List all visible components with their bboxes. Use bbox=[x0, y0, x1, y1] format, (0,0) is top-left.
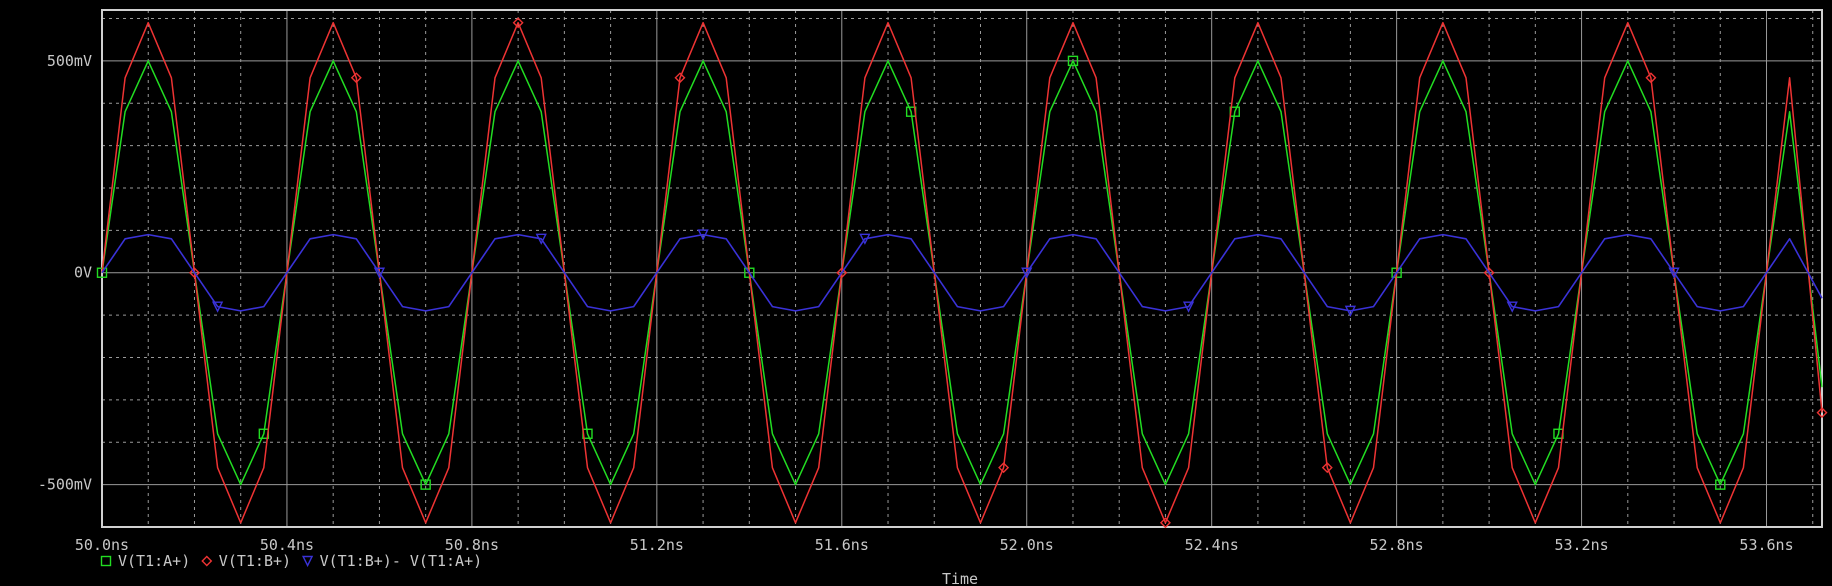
data-point bbox=[697, 229, 709, 241]
series-2 bbox=[101, 17, 1828, 529]
data-point bbox=[1344, 305, 1357, 317]
data-point bbox=[1483, 267, 1495, 279]
data-point bbox=[1159, 517, 1171, 529]
series-3 bbox=[101, 229, 1823, 317]
axis-ticks: 50.0ns 50.4ns 50.8ns 51.2ns 51.6ns 52.0ns 52.4… bbox=[38, 52, 1794, 554]
data-point bbox=[1668, 267, 1680, 279]
plot-frame bbox=[101, 9, 1823, 528]
data-point bbox=[1506, 301, 1518, 313]
x-tick-label: 52.0ns bbox=[1000, 536, 1054, 554]
x-tick-label: 51.2ns bbox=[630, 536, 684, 554]
data-point bbox=[420, 479, 431, 490]
legend-marker-2 bbox=[201, 555, 213, 567]
data-point bbox=[512, 17, 524, 29]
data-point bbox=[1067, 55, 1079, 67]
legend-entry-2: V(T1:B+) bbox=[219, 552, 291, 570]
data-point bbox=[998, 462, 1010, 474]
data-point bbox=[859, 233, 871, 245]
x-tick-label: 53.6ns bbox=[1739, 536, 1793, 554]
y-tick-label: 0V bbox=[74, 264, 92, 282]
series-line bbox=[101, 233, 1823, 312]
x-tick-label: 51.6ns bbox=[815, 536, 869, 554]
x-tick-label: 50.4ns bbox=[260, 536, 314, 554]
legend: V(T1:A+) V(T1:B+) V(T1:B+)- V(T1:A+) bbox=[100, 552, 483, 570]
data-point bbox=[836, 267, 848, 279]
data-point bbox=[211, 301, 224, 313]
series-line bbox=[101, 21, 1823, 524]
data-point bbox=[350, 72, 362, 84]
data-point bbox=[1816, 407, 1828, 419]
series-traces bbox=[96, 17, 1828, 529]
data-point bbox=[535, 233, 547, 245]
data-point bbox=[373, 267, 386, 279]
x-tick-label: 52.8ns bbox=[1370, 536, 1424, 554]
legend-entry-3: V(T1:B+)- V(T1:A+) bbox=[320, 552, 483, 570]
data-point bbox=[1321, 462, 1333, 474]
legend-marker-3 bbox=[301, 555, 314, 568]
y-tick-label: -500mV bbox=[38, 476, 92, 494]
x-tick-label: 52.4ns bbox=[1185, 536, 1239, 554]
plot-grid bbox=[101, 10, 1822, 528]
legend-entry-1: V(T1:A+) bbox=[118, 552, 190, 570]
data-point bbox=[1645, 72, 1657, 84]
y-tick-label: 500mV bbox=[47, 52, 92, 70]
x-axis-label: Time bbox=[942, 570, 978, 586]
x-tick-label: 50.0ns bbox=[75, 536, 129, 554]
data-point bbox=[674, 72, 686, 84]
data-point bbox=[1021, 267, 1033, 279]
data-point bbox=[1182, 301, 1195, 313]
series-line bbox=[101, 60, 1823, 486]
x-tick-label: 53.2ns bbox=[1554, 536, 1608, 554]
data-point bbox=[1715, 479, 1726, 490]
legend-marker-1 bbox=[100, 555, 112, 567]
data-point bbox=[188, 267, 200, 279]
x-tick-label: 50.8ns bbox=[445, 536, 499, 554]
